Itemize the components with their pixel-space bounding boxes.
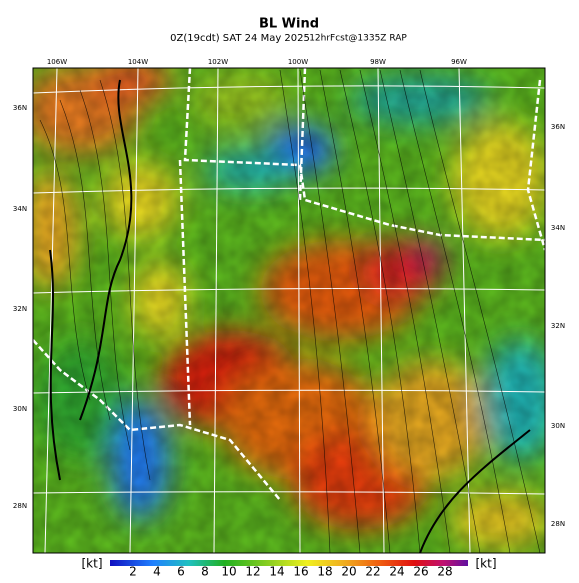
colorbar-tick-label: 12: [245, 565, 260, 579]
lat-label: 36N: [551, 123, 565, 131]
colorbar: [110, 560, 468, 566]
lat-label: 30N: [551, 422, 565, 430]
colorbar-tick-label: 14: [269, 565, 284, 579]
colorbar-tick-label: 6: [177, 565, 185, 579]
colorbar-tick-label: 24: [389, 565, 404, 579]
subtitle: 0Z(19cdt) SAT 24 May 2025: [170, 33, 310, 44]
colorbar-tick-label: 10: [221, 565, 236, 579]
lon-label: 102W: [208, 58, 228, 66]
run-info: 12hrFcst@1335Z RAP: [309, 34, 407, 44]
lat-label: 30N: [13, 405, 27, 413]
colorbar-unit: [kt]: [81, 557, 102, 571]
colorbar-tick-label: 4: [153, 565, 161, 579]
lat-label: 36N: [13, 104, 27, 112]
lon-label: 104W: [128, 58, 148, 66]
colorbar-unit: [kt]: [475, 557, 496, 571]
lat-label: 34N: [551, 224, 565, 232]
lat-label: 32N: [13, 305, 27, 313]
map-field: [33, 68, 545, 553]
lon-label: 96W: [451, 58, 467, 66]
lat-label: 34N: [13, 205, 27, 213]
title: BL Wind: [259, 17, 319, 32]
lon-label: 106W: [47, 58, 67, 66]
colorbar-tick-label: 22: [365, 565, 380, 579]
lat-label: 28N: [13, 502, 27, 510]
colorbar-tick-label: 2: [129, 565, 137, 579]
colorbar-tick-label: 20: [341, 565, 356, 579]
colorbar-tick-label: 26: [413, 565, 428, 579]
lon-label: 100W: [288, 58, 308, 66]
colorbar-tick-label: 8: [201, 565, 209, 579]
colorbar-tick-label: 16: [293, 565, 308, 579]
colorbar-tick-label: 18: [317, 565, 332, 579]
lat-label: 32N: [551, 322, 565, 330]
map-frame: [32, 67, 546, 554]
colorbar-tick-label: 28: [437, 565, 452, 579]
lon-label: 98W: [370, 58, 386, 66]
lat-label: 28N: [551, 520, 565, 528]
